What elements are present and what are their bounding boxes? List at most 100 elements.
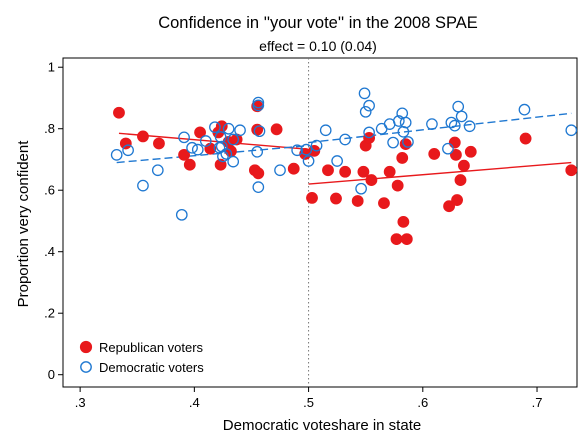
- point-democratic: [448, 119, 461, 132]
- point-republican: [137, 130, 149, 143]
- x-tick-label: .3: [75, 395, 86, 410]
- data-points: [110, 87, 578, 246]
- point-democratic: [565, 124, 578, 137]
- point-democratic: [363, 126, 375, 139]
- y-tick-label: .8: [44, 121, 55, 136]
- x-tick-label: .4: [189, 395, 200, 410]
- axes: .3 .4 .5 .6 .7 0 .2 .4 .6 .8 1: [44, 57, 578, 410]
- point-republican: [464, 145, 477, 158]
- point-democratic: [319, 124, 332, 137]
- point-democratic: [426, 118, 438, 130]
- point-democratic: [122, 144, 134, 157]
- point-democratic: [217, 150, 229, 163]
- point-republican: [252, 167, 265, 180]
- fit-line-republican-left: [118, 132, 309, 151]
- point-republican: [391, 179, 404, 192]
- point-democratic: [252, 96, 265, 109]
- x-tick-label: .6: [417, 395, 428, 410]
- point-republican: [565, 164, 578, 177]
- x-tick-label: .5: [303, 395, 314, 410]
- plot-frame: [62, 57, 578, 388]
- point-republican: [396, 152, 409, 164]
- point-democratic: [359, 105, 372, 118]
- point-republican: [287, 162, 300, 175]
- point-democratic: [222, 122, 235, 135]
- point-democratic: [402, 136, 414, 148]
- point-democratic: [137, 179, 149, 192]
- point-republican: [458, 159, 470, 172]
- point-democratic: [234, 124, 246, 137]
- point-democratic: [358, 87, 371, 100]
- point-democratic: [331, 155, 343, 167]
- point-democratic: [227, 133, 240, 146]
- point-republican: [397, 215, 410, 228]
- point-republican: [306, 192, 318, 204]
- fit-line-republican-right: [308, 161, 572, 185]
- point-republican: [383, 165, 396, 178]
- y-tick-label: 1: [48, 60, 55, 75]
- point-republican: [153, 137, 165, 150]
- point-republican: [399, 138, 412, 150]
- point-republican: [113, 106, 125, 119]
- point-democratic: [227, 155, 240, 168]
- point-democratic: [387, 136, 399, 149]
- point-republican: [448, 136, 461, 149]
- x-tick-label: .7: [532, 395, 543, 410]
- point-democratic: [302, 155, 315, 167]
- point-democratic: [392, 115, 405, 127]
- point-democratic: [442, 142, 454, 155]
- point-democratic: [399, 116, 412, 129]
- point-democratic: [251, 145, 264, 158]
- legend-marker-democratic: [80, 361, 92, 373]
- point-republican: [270, 123, 283, 136]
- chart-subtitle: effect = 0.10 (0.04): [259, 38, 377, 54]
- y-tick-label: .6: [44, 183, 55, 198]
- point-democratic: [252, 99, 265, 112]
- point-democratic: [253, 125, 266, 138]
- point-democratic: [151, 164, 164, 177]
- point-republican: [178, 148, 190, 161]
- point-democratic: [445, 116, 458, 129]
- point-republican: [183, 158, 196, 171]
- point-republican: [194, 126, 206, 139]
- fit-line-democratic-right: [308, 112, 572, 144]
- legend: Republican voters Democratic voters: [79, 340, 204, 375]
- point-republican: [390, 233, 403, 246]
- point-republican: [365, 174, 378, 186]
- point-democratic: [291, 144, 304, 157]
- point-democratic: [252, 181, 265, 193]
- chart-title: Confidence in ''your vote'' in the 2008 …: [158, 14, 478, 32]
- point-democratic: [274, 164, 286, 177]
- point-republican: [339, 165, 352, 178]
- point-democratic: [300, 143, 313, 156]
- x-axis-label: Democratic voteshare in state: [223, 417, 421, 434]
- point-democratic: [310, 139, 323, 152]
- point-democratic: [186, 141, 198, 154]
- point-democratic: [339, 133, 351, 146]
- y-tick-label: .2: [44, 306, 55, 321]
- point-democratic: [220, 148, 233, 160]
- point-democratic: [355, 182, 367, 195]
- point-democratic: [518, 103, 531, 116]
- y-axis-label: Proportion very confident: [15, 140, 32, 308]
- point-democratic: [175, 208, 188, 221]
- point-republican: [519, 132, 532, 145]
- point-republican: [378, 197, 390, 210]
- point-republican: [357, 165, 370, 178]
- point-republican: [451, 194, 463, 206]
- point-republican: [400, 233, 413, 246]
- legend-label-democratic: Democratic voters: [99, 360, 204, 375]
- point-democratic: [178, 131, 190, 144]
- point-democratic: [191, 143, 204, 156]
- legend-marker-republican: [79, 340, 93, 354]
- point-democratic: [209, 121, 221, 134]
- point-republican: [454, 174, 467, 186]
- point-republican: [428, 148, 441, 160]
- point-democratic: [214, 131, 227, 143]
- point-republican: [443, 200, 455, 213]
- point-republican: [330, 192, 342, 205]
- y-tick-label: 0: [48, 367, 55, 382]
